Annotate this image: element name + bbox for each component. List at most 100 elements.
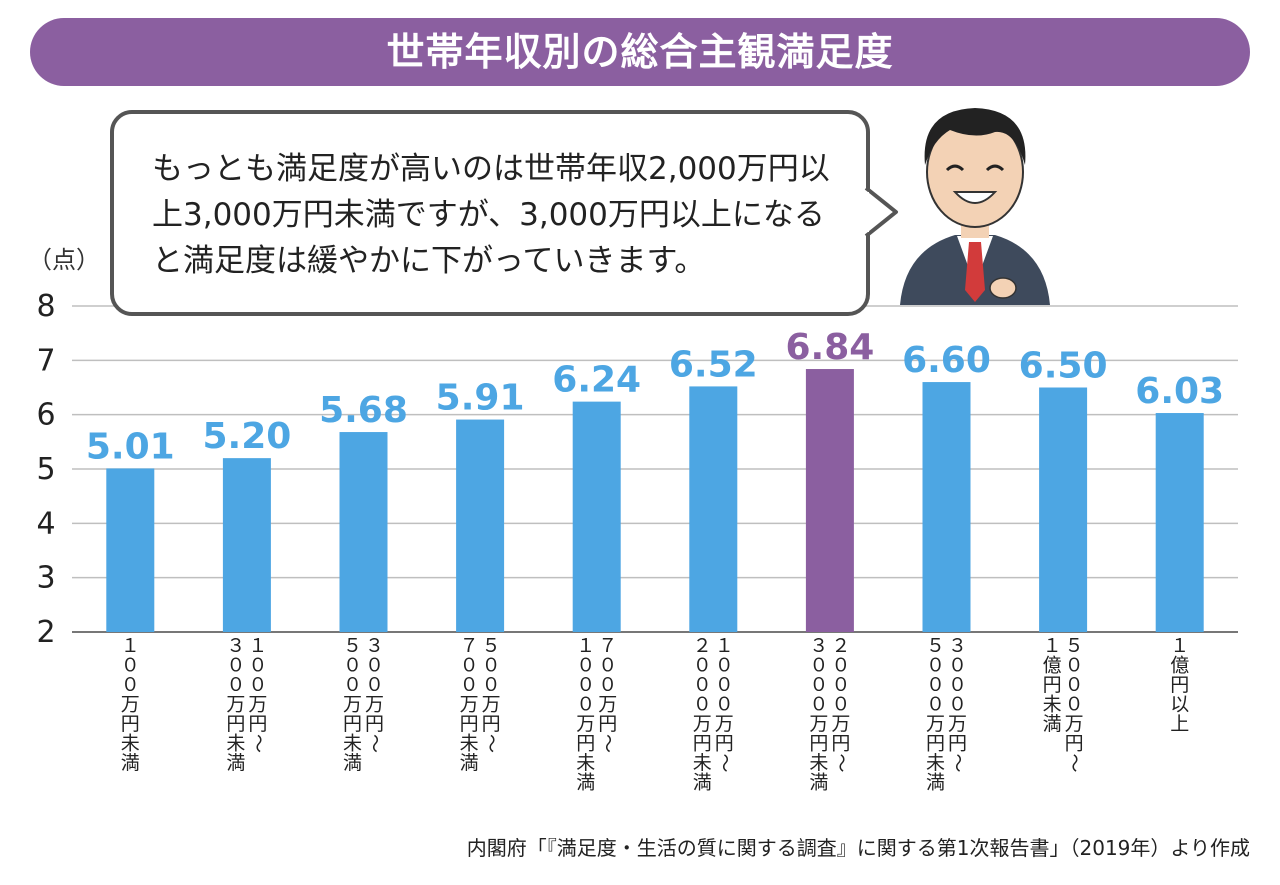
x-category-char: 未 [693,752,712,774]
x-category-char: ０ [1065,674,1084,696]
value-label: 5.20 [202,416,291,457]
x-category-char: ０ [831,674,850,696]
x-category-char: 万 [343,694,362,716]
x-category-char: ０ [948,655,967,677]
x-category-char: 万 [809,713,828,735]
x-category-char: 億 [1043,655,1062,677]
y-tick-label: 7 [36,343,55,378]
x-category-char: 円 [248,713,267,735]
x-category-char: ５ [1065,635,1084,657]
value-label: 6.24 [552,360,641,401]
right-eye [985,164,1005,172]
y-tick-label: 8 [36,289,55,324]
x-category-char: ０ [715,674,734,696]
x-category-char: 万 [1065,713,1084,735]
x-axis-categories: １００万円未満１００万円～３００万円未満３００万円～５００万円未満５００万円～７… [121,635,1189,794]
value-label: 6.03 [1135,371,1224,412]
x-category-char: ０ [831,694,850,716]
x-category-char: 未 [809,752,828,774]
x-category-char: ７ [460,635,479,657]
x-category-char: 万 [576,713,595,735]
x-category-char: 未 [1043,694,1062,716]
chart-title: 世帯年収別の総合主観満足度 [386,30,894,74]
x-category-char: 億 [1170,655,1189,677]
x-category-char: ０ [226,655,245,677]
x-category-char: ０ [809,674,828,696]
x-category-char: 満 [121,752,140,774]
x-category-char: 万 [460,694,479,716]
x-category-char: ０ [343,674,362,696]
x-category-char: 万 [365,694,384,716]
x-category-char: ０ [926,674,945,696]
x-category-char: ～ [247,734,269,753]
hand-shape [989,277,1017,299]
x-category-char: 万 [831,713,850,735]
x-category-char: 円 [926,733,945,755]
x-category-char: 満 [926,772,945,794]
x-category-char: 万 [948,713,967,735]
value-label: 6.60 [902,340,991,381]
x-category-char: 上 [1170,713,1189,735]
x-category-char: ０ [715,694,734,716]
x-category-char: １ [121,635,140,657]
x-category-char: 円 [809,733,828,755]
x-category-char: 未 [226,733,245,755]
x-category-char: 満 [226,752,245,774]
x-category-char: ０ [248,674,267,696]
x-category-char: ３ [948,635,967,657]
x-category-char: ０ [948,674,967,696]
bar [1039,387,1088,632]
x-category-char: ０ [576,674,595,696]
x-category-char: 万 [121,694,140,716]
x-category-char: 満 [576,772,595,794]
y-tick-label: 3 [36,561,55,596]
x-category-char: ０ [926,694,945,716]
x-category-char: ０ [693,674,712,696]
x-category-char: ０ [598,655,617,677]
x-category-char: 万 [926,713,945,735]
y-axis-unit: （点） [28,246,100,274]
x-category-char: 円 [598,713,617,735]
x-category-char: ０ [831,655,850,677]
x-category-char: 円 [1043,674,1062,696]
y-axis-ticks: 2 3 4 5 6 7 8 [36,289,55,650]
bar [922,382,971,632]
y-tick-label: 5 [36,452,55,487]
x-category-char: ０ [121,655,140,677]
x-category-char: ０ [598,674,617,696]
tie-shape [965,242,985,302]
value-label: 5.01 [86,426,175,467]
x-category-char: 満 [343,752,362,774]
x-category-char: ０ [693,655,712,677]
x-category-char: 万 [248,694,267,716]
x-category-char: ０ [226,674,245,696]
x-category-char: ５ [926,635,945,657]
x-category-char: ～ [713,753,735,772]
x-category-char: １ [1170,635,1189,657]
x-category-char: 未 [343,733,362,755]
x-category-char: １ [576,635,595,657]
value-label: 6.50 [1019,346,1108,387]
x-category-char: ２ [693,635,712,657]
y-tick-label: 4 [36,506,55,541]
x-category-char: ３ [809,635,828,657]
x-category-char: 円 [343,713,362,735]
x-category-char: 円 [576,733,595,755]
bar [106,468,155,632]
value-label: 6.52 [669,344,758,385]
x-category-char: １ [248,635,267,657]
x-category-char: ２ [831,635,850,657]
x-category-char: ０ [482,655,501,677]
y-tick-label: 6 [36,398,55,433]
x-category-char: 満 [1043,713,1062,735]
y-tick-label: 2 [36,615,55,650]
